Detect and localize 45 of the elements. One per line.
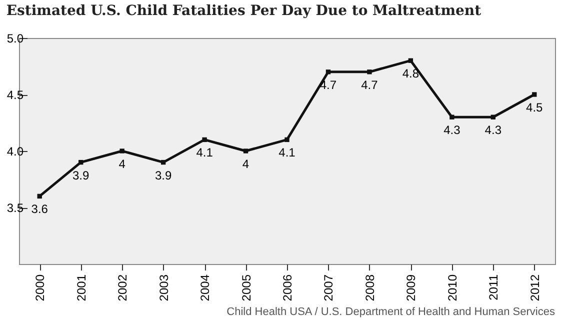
y-tick-label: 5.0 <box>6 32 24 46</box>
data-label: 4.7 <box>361 78 378 92</box>
y-tick-label: 4.0 <box>6 144 24 158</box>
x-tick-label: 2008 <box>362 274 377 302</box>
point <box>78 160 84 165</box>
x-tick-label: 2010 <box>445 274 460 302</box>
data-label: 3.6 <box>31 202 48 216</box>
data-label: 4.1 <box>196 146 214 160</box>
data-label: 4.3 <box>444 123 461 138</box>
data-label: 4.1 <box>278 146 296 160</box>
point <box>408 58 414 63</box>
text: Child Health USA / U.S. Department of Health and Human Services <box>226 306 555 318</box>
point <box>490 114 496 120</box>
point <box>243 148 248 154</box>
data-label: 3.9 <box>72 168 90 182</box>
y-tick-label: 3.5 <box>6 201 24 215</box>
point <box>532 92 537 97</box>
x-tick-label: 2001 <box>74 274 88 302</box>
data-label: 4.7 <box>320 78 337 92</box>
data-label: 4.5 <box>526 100 544 114</box>
point <box>202 137 207 142</box>
x-tick-label: 2004 <box>198 274 212 302</box>
data-label: 4 <box>242 157 250 171</box>
data-label: 4.3 <box>484 123 502 138</box>
x-tick-label: 2006 <box>280 274 294 302</box>
x-tick-label: 2002 <box>116 274 130 302</box>
point <box>326 70 331 74</box>
point <box>367 70 372 74</box>
data-label: 4 <box>118 157 126 171</box>
y-tick-label: 4.5 <box>6 88 24 102</box>
x-tick-label: 2003 <box>156 274 171 302</box>
point <box>160 160 166 165</box>
chart-title: Estimated U.S. Child Fatalities Per Day Due to Maltreatment <box>6 3 482 19</box>
point <box>120 148 124 154</box>
point <box>37 194 42 199</box>
x-tick-label: 2007 <box>322 274 336 302</box>
point <box>284 137 290 142</box>
data-label: 3.9 <box>154 168 172 182</box>
x-tick-label: 2005 <box>239 274 254 302</box>
x-tick-label: 2009 <box>404 274 418 302</box>
x-tick-label: 2000 <box>33 274 48 302</box>
point <box>450 114 454 120</box>
data-label: 4.8 <box>402 66 420 81</box>
x-tick-label: 2012 <box>528 274 542 302</box>
x-tick-label: 2011 <box>486 274 501 300</box>
